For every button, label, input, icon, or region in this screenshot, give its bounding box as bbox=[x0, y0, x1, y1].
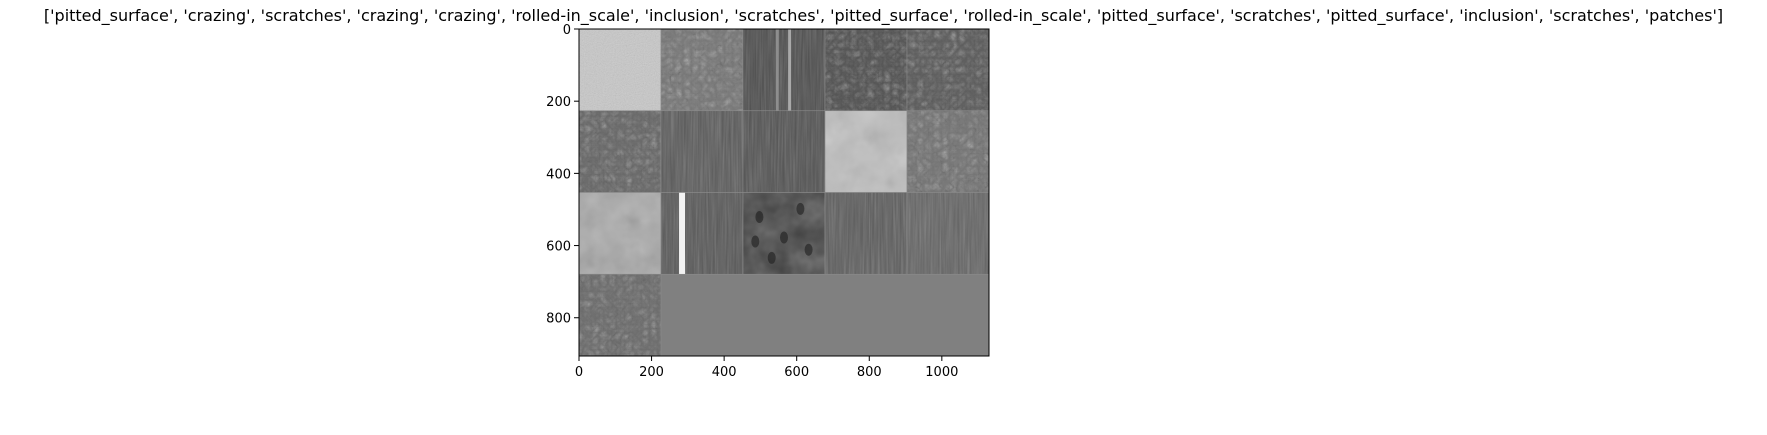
y-tick-label: 600 bbox=[546, 240, 571, 255]
image-tile bbox=[742, 192, 826, 275]
x-tick-label: 400 bbox=[712, 365, 737, 380]
image-tile bbox=[906, 28, 990, 112]
image-tile bbox=[824, 110, 908, 193]
image-tile bbox=[824, 192, 908, 275]
figure-title: ['pitted_surface', 'crazing', 'scratches… bbox=[43, 6, 1724, 25]
axes-frame bbox=[578, 28, 990, 357]
x-tick-label: 200 bbox=[639, 365, 664, 380]
y-tick-label: 200 bbox=[546, 95, 571, 110]
y-tick-label: 400 bbox=[546, 167, 571, 182]
tiles-layer bbox=[578, 28, 990, 357]
image-tile bbox=[660, 192, 744, 275]
image-tile bbox=[660, 28, 744, 112]
x-tick-label: 600 bbox=[784, 365, 809, 380]
image-tile bbox=[660, 110, 744, 193]
image-tile bbox=[578, 110, 662, 193]
x-tick-label: 0 bbox=[575, 365, 583, 380]
image-tile bbox=[578, 28, 662, 112]
image-tile bbox=[906, 192, 990, 275]
image-tile bbox=[742, 110, 826, 193]
x-tick-label: 1000 bbox=[925, 365, 958, 380]
image-tile bbox=[578, 192, 662, 275]
ticks-layer: 0 200 400 600 800 1000 0 200 400 600 800 bbox=[546, 23, 958, 380]
y-tick-label: 0 bbox=[563, 23, 571, 38]
image-tile bbox=[578, 273, 662, 357]
x-tick-label: 800 bbox=[857, 365, 882, 380]
image-tile bbox=[906, 110, 990, 193]
y-tick-label: 800 bbox=[546, 312, 571, 327]
image-tile bbox=[824, 28, 908, 112]
image-tile bbox=[742, 28, 826, 112]
